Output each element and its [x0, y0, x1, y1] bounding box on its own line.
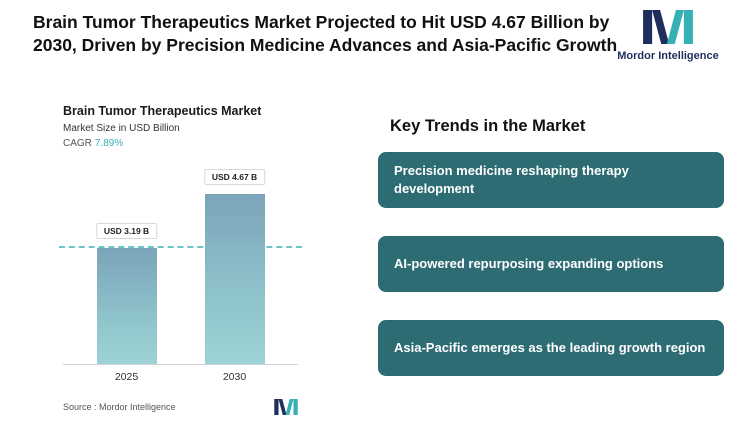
cagr-value: 7.89% [94, 138, 124, 149]
trends-heading: Key Trends in the Market [390, 117, 586, 135]
trends-list: Precision medicine reshaping therapy dev… [378, 152, 724, 376]
trend-card-label: AI-powered repurposing expanding options [394, 256, 664, 272]
chart-title: Brain Tumor Therapeutics Market [63, 104, 262, 118]
bar-2025 [96, 248, 157, 364]
bar-2030 [204, 194, 265, 364]
bar-group-2025: USD 3.19 B [95, 175, 158, 364]
chart-source-row: Source : Mordor Intelligence [63, 399, 298, 415]
x-axis-label-2030: 2030 [222, 371, 247, 383]
bar-value-label-2030: USD 4.67 B [203, 169, 266, 185]
trend-card-ai-repurposing: AI-powered repurposing expanding options [378, 236, 724, 292]
mordor-logo-small-icon [274, 399, 298, 415]
trend-card-label: Asia-Pacific emerges as the leading grow… [394, 340, 706, 356]
chart-cagr: CAGR 7.89% [63, 138, 298, 149]
mordor-logo-icon [643, 10, 693, 44]
reference-dashed-line [59, 246, 302, 248]
bar-value-label-2025: USD 3.19 B [95, 223, 158, 239]
chart-source: Source : Mordor Intelligence [63, 402, 176, 412]
x-axis-labels: 2025 2030 [63, 371, 298, 383]
market-chart-panel: Brain Tumor Therapeutics Market Market S… [59, 104, 302, 415]
brand-logo: Mordor Intelligence [612, 10, 724, 62]
bar-chart-plot: USD 3.19 B USD 4.67 B [59, 169, 302, 365]
x-axis-label-2025: 2025 [114, 371, 139, 383]
brand-name: Mordor Intelligence [617, 50, 719, 62]
page-title: Brain Tumor Therapeutics Market Projecte… [33, 12, 618, 56]
cagr-label: CAGR [63, 138, 92, 149]
chart-subtitle: Market Size in USD Billion [63, 123, 180, 134]
trend-card-precision-medicine: Precision medicine reshaping therapy dev… [378, 152, 724, 208]
bar-group-2030: USD 4.67 B [203, 169, 266, 364]
trend-card-asia-pacific: Asia-Pacific emerges as the leading grow… [378, 320, 724, 376]
trend-card-label: Precision medicine reshaping therapy dev… [394, 163, 629, 196]
